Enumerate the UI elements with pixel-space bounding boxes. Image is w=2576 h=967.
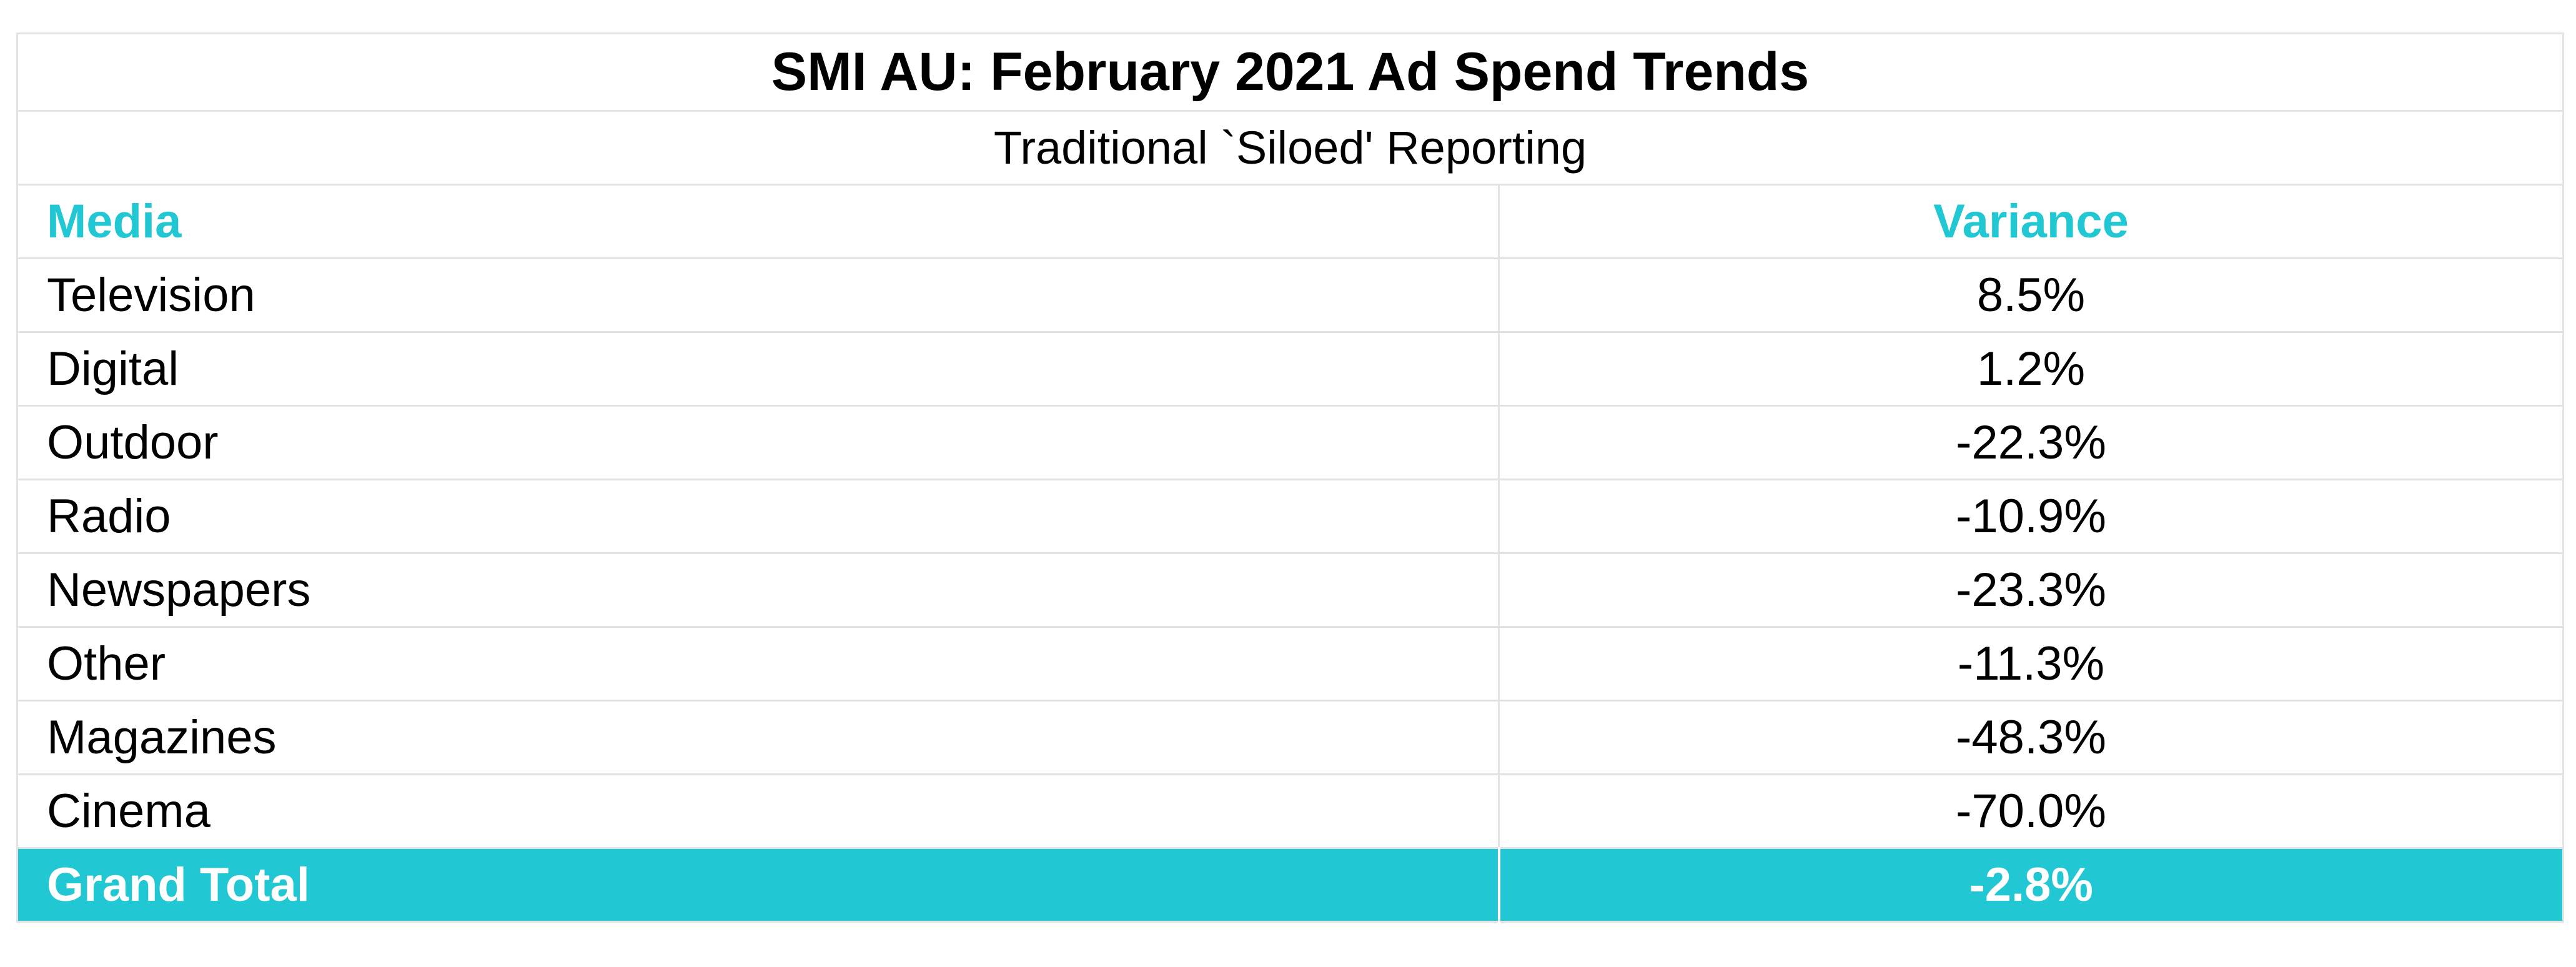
media-cell: Radio: [16, 479, 1500, 554]
variance-cell: -48.3%: [1498, 700, 2564, 775]
table-row: Cinema -70.0%: [16, 773, 2564, 849]
grand-total-value: -2.8%: [1497, 847, 2564, 923]
media-cell: Newspapers: [16, 552, 1500, 628]
grand-total-row: Grand Total -2.8%: [16, 847, 2564, 923]
table-row: Newspapers -23.3%: [16, 552, 2564, 628]
variance-cell: 1.2%: [1498, 331, 2564, 407]
ad-spend-table: SMI AU: February 2021 Ad Spend Trends Tr…: [16, 32, 2564, 923]
variance-cell: 8.5%: [1498, 257, 2564, 333]
column-header-variance: Variance: [1498, 184, 2564, 259]
table-row: Outdoor -22.3%: [16, 405, 2564, 480]
variance-cell: -22.3%: [1498, 405, 2564, 480]
title-row: SMI AU: February 2021 Ad Spend Trends: [16, 32, 2564, 112]
media-cell: Television: [16, 257, 1500, 333]
media-cell: Cinema: [16, 773, 1500, 849]
table-subtitle: Traditional `Siloed' Reporting: [16, 110, 2564, 186]
table-row: Television 8.5%: [16, 257, 2564, 333]
table-row: Other -11.3%: [16, 626, 2564, 702]
grand-total-label: Grand Total: [16, 847, 1500, 923]
table-row: Magazines -48.3%: [16, 700, 2564, 775]
variance-cell: -70.0%: [1498, 773, 2564, 849]
header-row: Media Variance: [16, 184, 2564, 259]
variance-cell: -23.3%: [1498, 552, 2564, 628]
media-cell: Outdoor: [16, 405, 1500, 480]
variance-cell: -11.3%: [1498, 626, 2564, 702]
media-cell: Magazines: [16, 700, 1500, 775]
column-header-media: Media: [16, 184, 1500, 259]
media-cell: Other: [16, 626, 1500, 702]
table-row: Digital 1.2%: [16, 331, 2564, 407]
table-row: Radio -10.9%: [16, 479, 2564, 554]
subtitle-row: Traditional `Siloed' Reporting: [16, 110, 2564, 186]
variance-cell: -10.9%: [1498, 479, 2564, 554]
table-title: SMI AU: February 2021 Ad Spend Trends: [16, 32, 2564, 112]
media-cell: Digital: [16, 331, 1500, 407]
